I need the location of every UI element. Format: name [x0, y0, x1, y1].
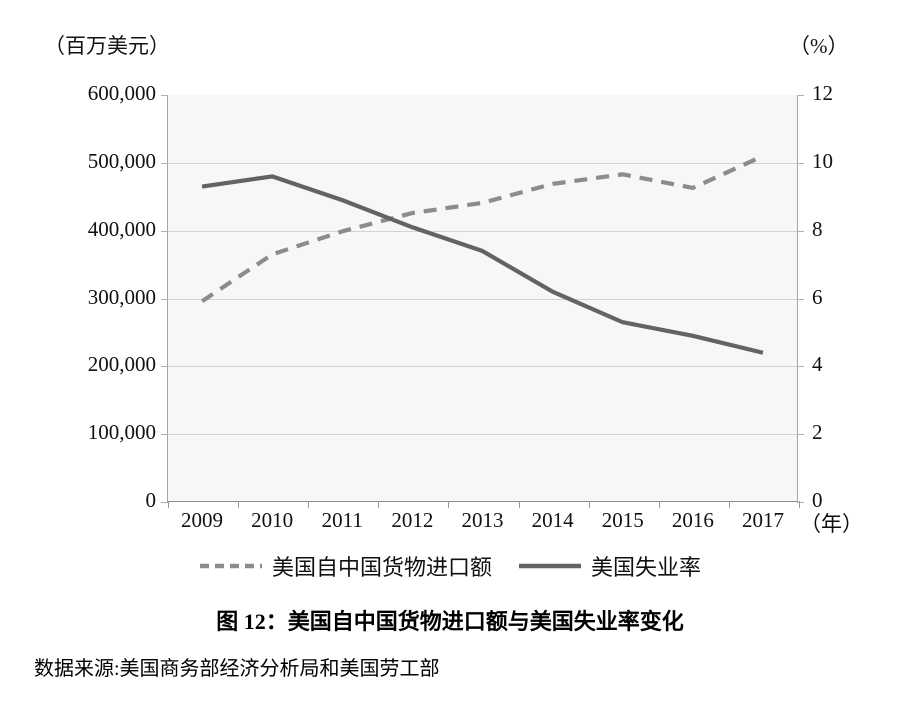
x-axis-tick-label: 2014	[531, 508, 574, 532]
gridline	[168, 230, 797, 232]
legend-label-imports: 美国自中国货物进口额	[271, 555, 492, 580]
right-axis-tick	[797, 366, 804, 368]
right-axis-tick-label: 6	[812, 284, 823, 309]
right-axis-tick-label: 10	[812, 148, 833, 173]
x-axis-tick	[168, 501, 169, 508]
left-axis-tick-label: 400,000	[87, 216, 156, 241]
right-axis-unit-label: （%）	[789, 34, 849, 58]
legend-item-unemployment: 美国失业率	[518, 550, 701, 582]
x-axis-tick	[308, 501, 310, 508]
x-axis-tick	[378, 501, 380, 508]
x-axis-tick-label: 2011	[321, 508, 363, 532]
left-axis-tick-label: 100,000	[87, 420, 156, 445]
left-axis-tick	[161, 298, 168, 300]
gridline	[168, 434, 797, 436]
x-axis-tick	[588, 501, 590, 508]
x-axis-tick-label: 2013	[461, 508, 504, 532]
x-axis-tick-label: 2016	[671, 508, 714, 532]
gridline	[168, 366, 797, 368]
right-axis-tick	[797, 230, 804, 232]
left-axis-tick	[161, 366, 168, 368]
x-axis-tick-label: 2010	[251, 508, 294, 532]
legend-item-imports: 美国自中国货物进口额	[199, 550, 492, 582]
left-axis-tick-label: 300,000	[87, 284, 156, 309]
dashed-line-swatch-icon	[199, 563, 262, 569]
left-axis-tick-label: 0	[145, 488, 157, 512]
right-axis-tick	[797, 502, 804, 503]
x-axis-unit-label: （年）	[800, 512, 863, 536]
x-axis-tick	[728, 501, 730, 508]
x-axis-tick-label: 2015	[601, 508, 644, 532]
figure-caption: 图 12：美国自中国货物进口额与美国失业率变化	[216, 609, 684, 634]
right-axis-tick	[797, 162, 804, 164]
right-axis-tick	[797, 95, 804, 96]
x-axis-tick	[448, 501, 450, 508]
right-axis-tick-label: 0	[812, 488, 823, 512]
x-axis-tick	[799, 501, 800, 508]
right-axis-tick	[797, 434, 804, 436]
x-axis-tick	[658, 501, 660, 508]
x-axis-tick-label: 2017	[741, 508, 784, 532]
legend-label-unemployment: 美国失业率	[591, 555, 702, 580]
left-axis-tick-label: 500,000	[87, 148, 156, 173]
left-axis-tick-label: 600,000	[87, 81, 156, 105]
left-axis-tick	[161, 230, 168, 232]
x-axis-tick	[518, 501, 520, 508]
chart-legend: 美国自中国货物进口额 美国失业率	[0, 550, 900, 582]
left-axis-unit-label: （百万美元）	[44, 34, 170, 58]
left-axis-tick	[161, 95, 168, 96]
right-axis-tick-label: 12	[812, 81, 833, 105]
left-axis-tick	[161, 502, 168, 503]
x-axis-tick-label: 2009	[181, 508, 224, 532]
gridline	[168, 298, 797, 300]
solid-line-swatch-icon	[519, 563, 581, 569]
figure-source: 数据来源:美国商务部经济分析局和美国劳工部	[34, 658, 440, 680]
gridline	[168, 162, 797, 164]
right-axis-tick	[797, 298, 804, 300]
plot-area	[161, 95, 804, 508]
left-axis-tick	[161, 162, 168, 164]
right-axis-tick-label: 2	[812, 420, 823, 445]
x-axis-tick	[238, 501, 240, 508]
left-axis-tick-label: 200,000	[87, 352, 156, 377]
x-axis-tick-label: 2012	[391, 508, 434, 532]
left-axis-tick	[161, 434, 168, 436]
right-axis-tick-label: 4	[812, 352, 823, 377]
right-axis-tick-label: 8	[812, 216, 823, 241]
